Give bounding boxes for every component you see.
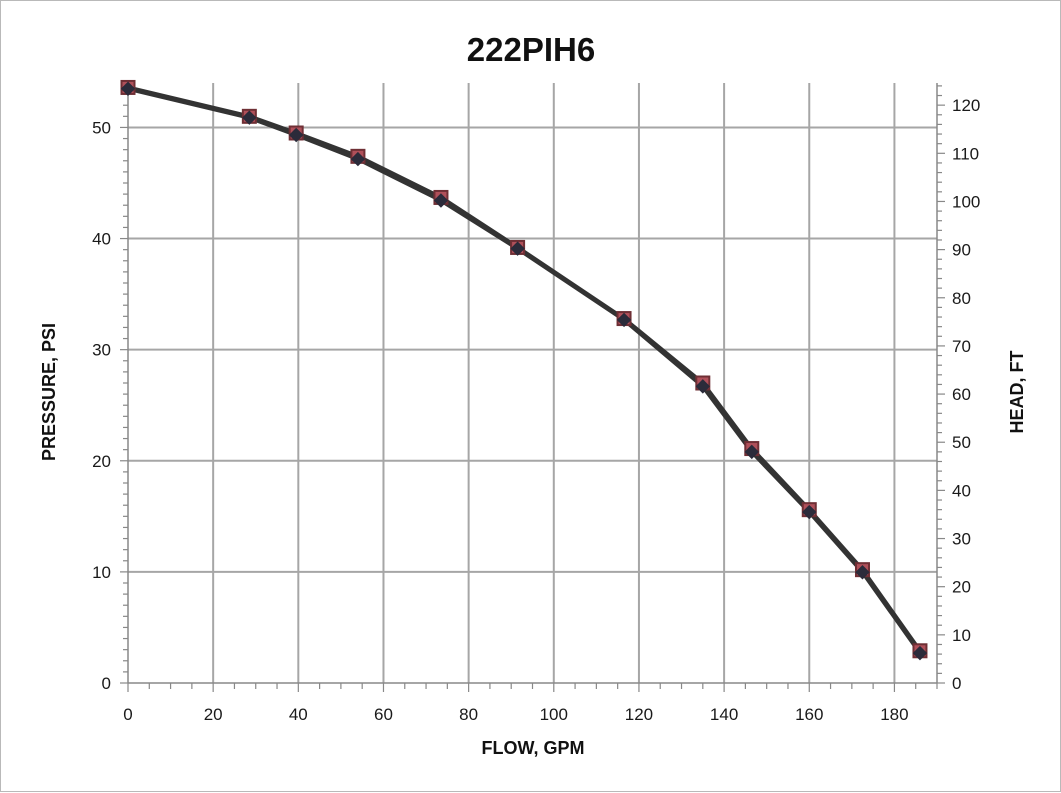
y2-tick-label: 60 <box>952 385 971 404</box>
x-tick-label: 60 <box>374 705 393 724</box>
y-tick-label: 40 <box>92 230 111 249</box>
x-tick-label: 180 <box>880 705 908 724</box>
diamond-marker <box>855 565 870 580</box>
x-tick-label: 80 <box>459 705 478 724</box>
diamond-marker <box>695 379 711 394</box>
x-axis-title: FLOW, GPM <box>482 738 585 758</box>
chart-title: 222PIH6 <box>467 31 595 68</box>
diamond-marker <box>802 504 817 520</box>
diamond-marker <box>510 241 525 256</box>
y-tick-label: 10 <box>92 563 111 582</box>
series <box>120 79 928 661</box>
y2-tick-label: 90 <box>952 241 971 260</box>
y2-tick-label: 100 <box>952 192 980 211</box>
axes <box>120 82 945 692</box>
y2-tick-label: 110 <box>952 144 979 163</box>
y2-tick-label: 80 <box>952 289 971 308</box>
x-tick-label: 0 <box>123 705 132 724</box>
y2-tick-label: 120 <box>952 96 980 115</box>
diamond-marker <box>912 645 928 661</box>
x-tick-label: 20 <box>204 705 223 724</box>
y2-axis-title: HEAD, FT <box>1007 351 1027 434</box>
x-tick-label: 140 <box>710 705 738 724</box>
x-tick-label: 160 <box>795 705 823 724</box>
diamond-marker <box>288 127 304 143</box>
tick-labels: 0 20 40 60 80 100 120 140 160 180 0 10 20 30 40 50 0 10 20… <box>92 96 980 724</box>
y2-tick-label: 20 <box>952 578 971 597</box>
diamond-marker <box>120 81 136 96</box>
series-line-1 <box>127 85 922 652</box>
x-tick-label: 120 <box>625 705 653 724</box>
y-axis-title: PRESSURE, PSI <box>39 323 59 461</box>
y2-tick-label: 0 <box>952 674 961 693</box>
y2-tick-label: 50 <box>952 433 971 452</box>
y-tick-label: 50 <box>92 118 111 137</box>
y2-tick-label: 70 <box>952 337 971 356</box>
y2-tick-label: 40 <box>952 481 971 500</box>
y2-tick-label: 30 <box>952 530 971 549</box>
x-tick-label: 100 <box>540 705 568 724</box>
diamond-marker <box>433 193 449 208</box>
diamond-marker <box>616 312 632 328</box>
diamond-marker <box>350 151 366 167</box>
y2-tick-label: 10 <box>952 626 971 645</box>
y-tick-label: 30 <box>92 341 111 360</box>
y-tick-label: 0 <box>102 674 111 693</box>
series-line-2 <box>127 86 922 655</box>
diamond-marker <box>744 444 759 460</box>
x-tick-label: 40 <box>289 705 308 724</box>
diamond-marker <box>242 110 257 125</box>
grid-lines <box>128 83 937 683</box>
y-tick-label: 20 <box>92 452 111 471</box>
